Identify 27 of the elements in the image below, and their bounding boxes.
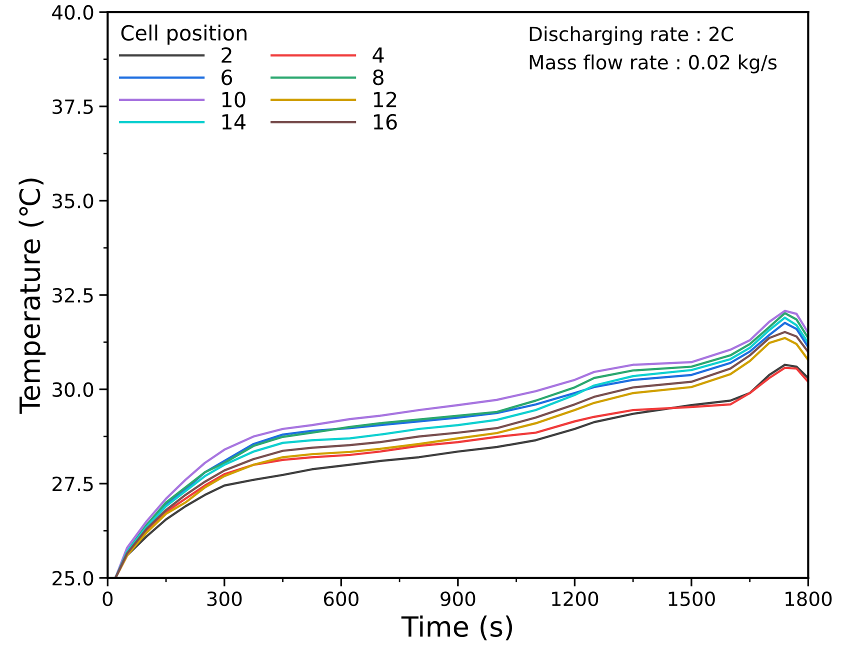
legend-label: 6 <box>222 69 232 86</box>
legend-label: 12 <box>374 92 396 108</box>
x-tick-label: 1200 <box>552 591 598 606</box>
legend-title: Cell position <box>121 24 246 45</box>
x-tick-label: 900 <box>440 591 476 606</box>
x-tick-label: 600 <box>324 591 358 606</box>
x-tick-label: 1500 <box>668 591 715 606</box>
y-tick-label: 25.0 <box>52 570 94 586</box>
legend-label: 10 <box>222 92 246 108</box>
legend-label: 14 <box>222 114 246 130</box>
annotation: Discharging rate : 2C <box>530 26 733 46</box>
y-tick-label: 40.0 <box>52 5 94 20</box>
y-tick-label: 30.0 <box>52 382 94 397</box>
y-axis-title: Temperature (℃) <box>18 178 46 414</box>
x-tick-label: 0 <box>102 591 113 606</box>
y-tick-label: 27.5 <box>52 476 93 492</box>
y-tick-label: 32.5 <box>52 288 93 303</box>
legend-label: 2 <box>222 47 232 63</box>
y-tick-label: 37.5 <box>52 99 93 114</box>
x-axis-title: Time (s) <box>401 615 512 640</box>
legend-label: 8 <box>373 69 384 86</box>
y-tick-label: 35.0 <box>52 194 94 208</box>
legend-label: 16 <box>374 114 397 130</box>
legend-label: 4 <box>372 47 384 63</box>
x-tick-label: 1800 <box>786 591 832 606</box>
x-tick-label: 300 <box>207 591 242 606</box>
annotation: Mass flow rate : 0.02 kg/s <box>530 54 777 74</box>
